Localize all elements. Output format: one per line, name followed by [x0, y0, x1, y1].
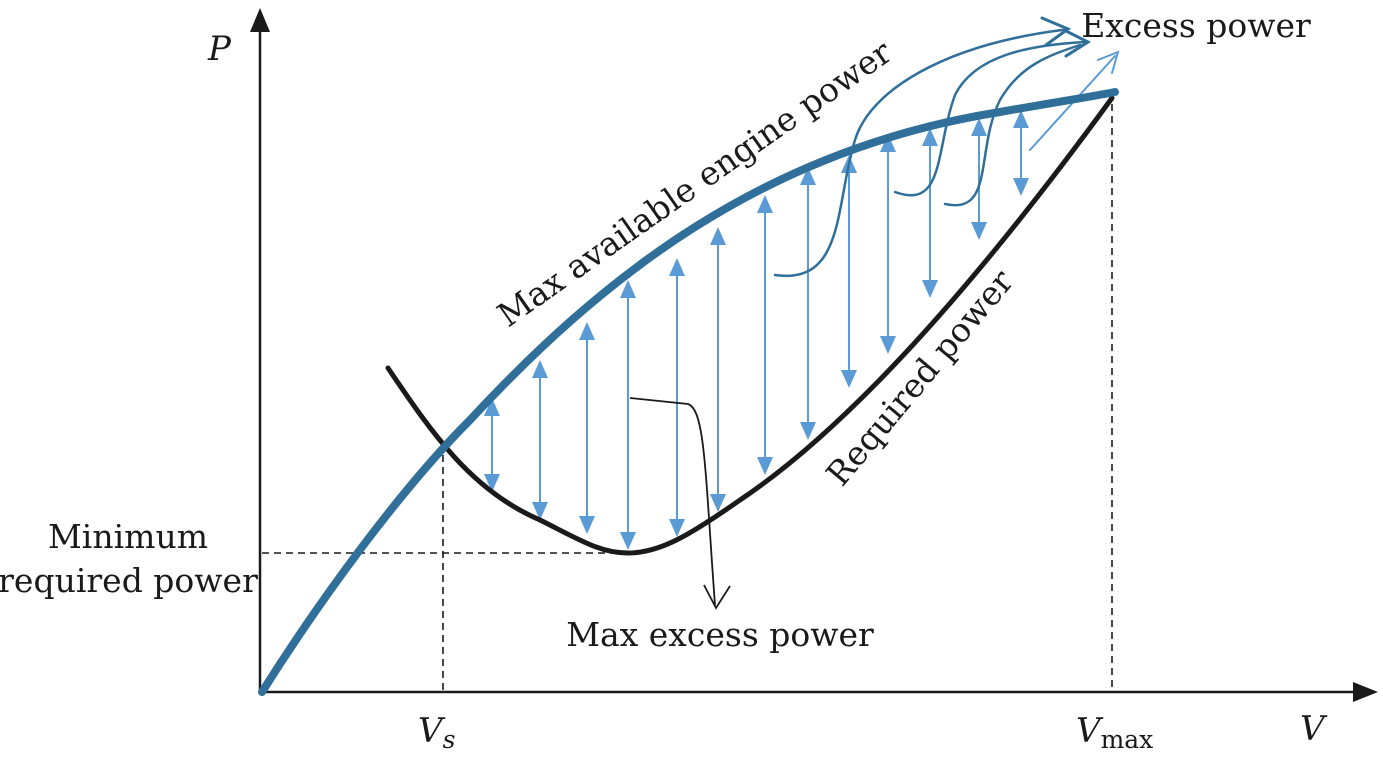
- arrow-down-icon: [880, 336, 896, 354]
- axes: [250, 8, 1378, 702]
- vmax-label-sub: max: [1101, 725, 1154, 754]
- arrow-down-icon: [1013, 178, 1029, 196]
- available-power-label: Max available engine power: [490, 32, 899, 334]
- arrow-up-icon: [971, 118, 987, 136]
- excess-flow-arrowhead-4-icon: [1097, 50, 1120, 74]
- arrow-down-icon: [757, 457, 773, 475]
- excess-arrow: [620, 280, 636, 550]
- arrow-up-icon: [710, 227, 726, 245]
- excess-arrow: [710, 227, 726, 512]
- excess-arrow: [922, 128, 938, 298]
- arrow-up-icon: [922, 128, 938, 146]
- excess-arrow: [971, 118, 987, 240]
- arrow-down-icon: [669, 519, 685, 537]
- excess-arrow: [532, 360, 548, 520]
- x-axis-label: V: [1300, 709, 1328, 749]
- excess-flow-arrow-2: [893, 40, 1087, 197]
- arrow-up-icon: [620, 280, 636, 298]
- arrow-down-icon: [971, 222, 987, 240]
- arrow-up-icon: [1013, 110, 1029, 128]
- arrow-up-icon: [800, 167, 816, 185]
- arrow-up-icon: [484, 398, 500, 416]
- arrow-down-icon: [922, 280, 938, 298]
- guide-lines: [262, 92, 1113, 692]
- excess-arrow: [484, 398, 500, 492]
- arrow-down-icon: [841, 370, 857, 388]
- y-axis-arrow-icon: [250, 8, 270, 32]
- vmax-label: Vmax: [1076, 711, 1153, 754]
- arrow-down-icon: [800, 422, 816, 440]
- excess-flow-arrow-1: [773, 28, 1064, 278]
- arrow-down-icon: [484, 474, 500, 492]
- excess-power-label: Excess power: [1081, 6, 1311, 45]
- x-axis-arrow-icon: [1353, 682, 1378, 702]
- arrow-up-icon: [532, 360, 548, 378]
- excess-arrow: [579, 322, 595, 534]
- excess-flow-arrows: [773, 16, 1120, 278]
- excess-arrow: [669, 258, 685, 537]
- excess-arrow: [880, 134, 896, 354]
- max-excess-pointer-line: [629, 397, 716, 606]
- excess-power-arrows: [484, 110, 1029, 550]
- max-excess-pointer-arrowhead-icon: [703, 584, 731, 610]
- min-power-label-line1: Minimum: [48, 517, 208, 556]
- excess-arrow: [757, 195, 773, 475]
- arrow-up-icon: [669, 258, 685, 276]
- excess-arrow: [1013, 110, 1029, 196]
- arrow-up-icon: [579, 322, 595, 340]
- vs-label: Vs: [418, 711, 455, 754]
- excess-arrow: [800, 167, 816, 440]
- max-excess-label: Max excess power: [566, 615, 874, 654]
- arrow-up-icon: [880, 134, 896, 152]
- arrow-down-icon: [620, 532, 636, 550]
- vs-label-sub: s: [443, 725, 456, 754]
- arrow-down-icon: [710, 494, 726, 512]
- available-power-curve: [258, 88, 1119, 696]
- excess-flow-arrow-3: [943, 43, 1082, 207]
- required-power-curve: [385, 95, 1115, 556]
- arrow-down-icon: [532, 502, 548, 520]
- arrow-up-icon: [757, 195, 773, 213]
- excess-flow-arrowhead-2-icon: [1062, 28, 1092, 58]
- arrow-down-icon: [579, 516, 595, 534]
- excess-flow-arrowhead-1-icon: [1040, 16, 1072, 47]
- y-axis-label: P: [207, 29, 232, 69]
- vmax-label-main: V: [1076, 711, 1104, 751]
- min-power-label-line2: required power: [0, 561, 258, 600]
- vs-label-main: V: [418, 711, 446, 751]
